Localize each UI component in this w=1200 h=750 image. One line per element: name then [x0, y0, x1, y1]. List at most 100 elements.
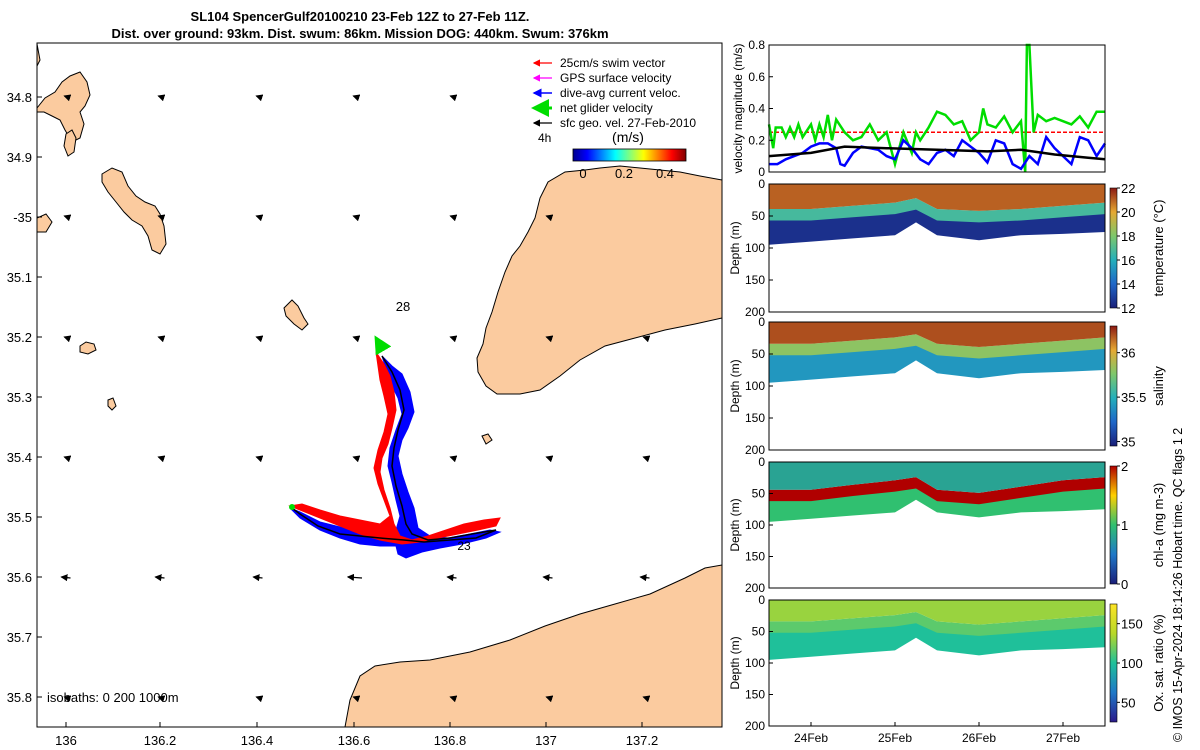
map-x-tick-label: 137.2	[626, 733, 659, 748]
profile-transition-layer	[769, 334, 1105, 359]
current-vector-arrow	[252, 574, 263, 582]
velocity-y-label: velocity magnitude (m/s)	[731, 43, 745, 173]
profile-transition-layer	[769, 477, 1105, 505]
profile-y-tick-label: 50	[752, 209, 766, 223]
legend-gps-label: GPS surface velocity	[560, 71, 671, 85]
profile-colorbar-tick-label: 18	[1121, 229, 1135, 244]
profile-colorbar	[1109, 187, 1118, 309]
current-vector-arrow	[449, 214, 458, 222]
profile-colorbar-label: chl-a (mg m-3)	[1151, 483, 1166, 568]
current-vector-arrow	[346, 573, 363, 582]
map-frame	[36, 42, 723, 728]
current-vector-arrow	[352, 335, 361, 343]
profile-colorbar-tick-label: 50	[1121, 695, 1135, 710]
land-island-nw-5	[37, 213, 53, 233]
profile-y-tick-label: 50	[752, 625, 766, 639]
profile-transition-layer	[769, 612, 1105, 636]
map-y-tick-label: 35.6	[7, 570, 32, 585]
profile-colorbar-tick-label: 1	[1121, 518, 1128, 533]
current-vector-arrow	[545, 455, 554, 463]
profile-x-tick-label: 26Feb	[962, 731, 996, 745]
profile-colorbar-tick-label: 2	[1121, 459, 1128, 474]
current-vector-arrow	[255, 214, 264, 222]
map-y-tick-label: 35.5	[7, 510, 32, 525]
profile-y-tick-label: 200	[745, 719, 765, 733]
glider-track-line	[291, 355, 497, 543]
velocity-y-tick-label: 0.4	[748, 102, 765, 116]
profile-panel-chla: 0 50 100 150 200 Depth (m) 2 1 0 chl-a (mg m-3)	[728, 455, 1166, 595]
profile-upper-layer	[769, 600, 1105, 625]
profile-y-label: Depth (m)	[728, 221, 742, 274]
map-x-tick-label: 137	[535, 733, 557, 748]
land-island-south	[344, 564, 722, 727]
current-vector-arrow	[542, 574, 553, 582]
current-vector-arrow	[63, 335, 72, 343]
profile-y-tick-label: 50	[752, 487, 766, 501]
current-vector-arrow	[449, 695, 458, 703]
current-vector-arrow	[157, 335, 166, 343]
profile-colorbar	[1109, 465, 1118, 585]
current-vector-arrow	[255, 335, 264, 343]
title-line-1: SL104 SpencerGulf20100210 23-Feb 12Z to …	[190, 9, 530, 24]
legend-sfc-label: sfc geo. vel. 27-Feb-2010	[560, 116, 696, 130]
profile-colorbar-tick-label: 150	[1121, 617, 1143, 632]
map-land	[37, 43, 722, 727]
velocity-series-sfc-geo-vel-	[768, 145, 1106, 161]
profile-transition-layer	[769, 198, 1105, 223]
profile-colorbar	[1109, 603, 1118, 723]
profile-colorbar-tick-label: 0	[1121, 577, 1128, 592]
map-y-tick-label: -35	[13, 210, 32, 225]
current-vector-arrow	[154, 574, 165, 582]
current-vector-arrow	[60, 574, 71, 582]
net-velocity-arrow	[374, 335, 392, 356]
current-vector-arrow	[157, 94, 166, 102]
profile-y-tick-label: 200	[745, 581, 765, 595]
profile-y-label: Depth (m)	[728, 636, 742, 689]
colorbar-tick-0: 0	[579, 166, 586, 181]
profile-colorbar-label: Ox. sat. ratio (%)	[1151, 614, 1166, 712]
profile-x-tick-label: 27Feb	[1046, 731, 1080, 745]
colorbar-interval-label: 4h	[538, 131, 551, 145]
land-island-nw-4	[37, 43, 41, 67]
profile-y-label: Depth (m)	[728, 498, 742, 551]
land-island-mid	[283, 299, 309, 331]
profile-colorbar-tick-label: 35	[1121, 435, 1135, 450]
current-vector-arrow	[642, 695, 651, 703]
colorbar-tick-2: 0.4	[656, 166, 674, 181]
profile-colorbar-tick-label: 36	[1121, 346, 1135, 361]
profile-y-tick-label: 100	[745, 379, 765, 393]
map-legend: 25cm/s swim vector GPS surface velocity …	[531, 56, 696, 181]
profile-colorbar-tick-label: 14	[1121, 277, 1135, 292]
land-peninsula	[476, 165, 722, 395]
land-island-small-1	[79, 341, 97, 355]
profile-colorbar-tick-label: 12	[1121, 301, 1135, 316]
current-vector-arrow	[157, 455, 166, 463]
current-vector-arrow	[352, 214, 361, 222]
current-vector-arrow	[639, 574, 650, 582]
map-x-tick-label: 136.6	[338, 733, 371, 748]
current-vector-arrow	[545, 335, 554, 343]
profile-y-tick-label: 150	[745, 273, 765, 287]
current-vector-arrow	[642, 335, 651, 343]
current-vector-arrow	[157, 695, 166, 703]
current-vector-arrow	[255, 455, 264, 463]
map-x-tick-label: 136.2	[144, 733, 177, 748]
map-x-tick-label: 136.4	[241, 733, 274, 748]
colorbar-tick-1: 0.2	[615, 166, 633, 181]
profile-y-label: Depth (m)	[728, 359, 742, 412]
map-y-tick-label: 35.1	[7, 270, 32, 285]
profile-upper-layer	[769, 462, 1105, 493]
profile-y-tick-label: 0	[758, 455, 765, 469]
velocity-y-tick-label: 0.6	[748, 70, 765, 84]
profile-colorbar-label: salinity	[1151, 366, 1166, 406]
chart-title: SL104 SpencerGulf20100210 23-Feb 12Z to …	[0, 8, 720, 42]
profile-x-tick-label: 25Feb	[878, 731, 912, 745]
profile-y-tick-label: 0	[758, 593, 765, 607]
current-vector-arrow	[545, 214, 554, 222]
velocity-series-net-glider-velocity	[767, 43, 1105, 173]
map-y-tick-label: 35.7	[7, 630, 32, 645]
velocity-y-tick-label: 0.2	[748, 133, 765, 147]
day-label-28: 28	[396, 299, 410, 314]
land-island-nw-1	[37, 71, 91, 143]
